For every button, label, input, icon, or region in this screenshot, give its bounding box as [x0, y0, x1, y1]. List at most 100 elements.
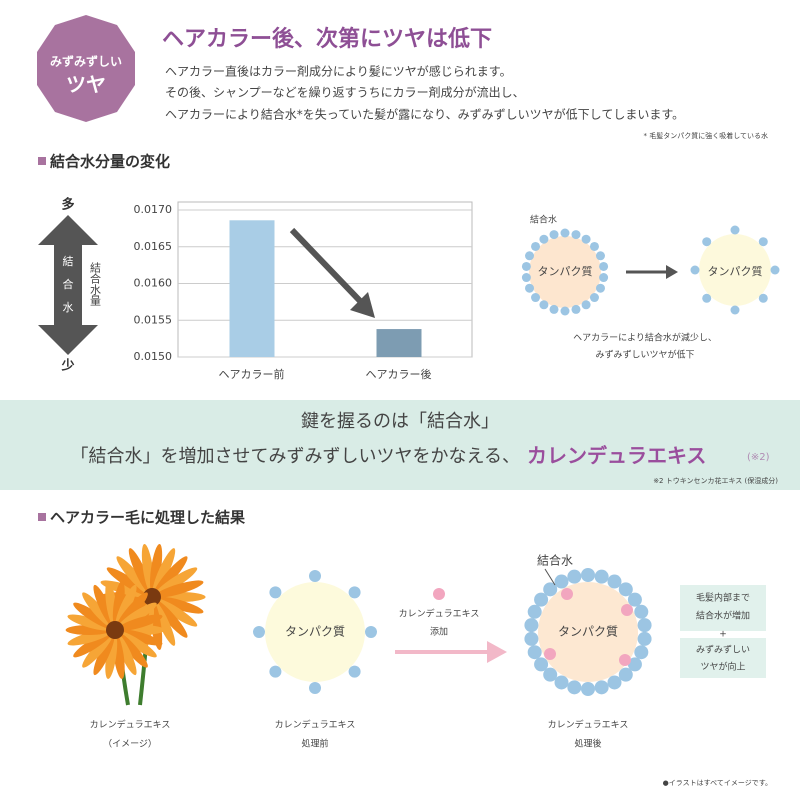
water-dot — [539, 234, 549, 244]
bar — [376, 329, 422, 357]
water-dot — [637, 631, 652, 646]
arrow-bottom: 少 — [60, 358, 74, 374]
caption: 処理後 — [574, 738, 601, 750]
intro-line: ヘアカラー直後はカラー剤成分により髪にツヤが感じられます。 — [165, 64, 512, 79]
badge — [37, 15, 135, 122]
water-dot — [549, 304, 559, 314]
water-dot — [581, 234, 591, 244]
petal — [152, 548, 176, 594]
petal — [105, 633, 118, 679]
water-dot — [524, 631, 539, 646]
petal — [154, 567, 198, 596]
caption: ヘアカラーにより結合水が減少し、 — [573, 332, 717, 344]
water-dot — [534, 657, 549, 672]
result-text: みずみずしい — [696, 645, 750, 656]
y-tick-label: 0.0155 — [134, 313, 173, 326]
flower-center — [143, 588, 161, 606]
section-heading: 結合水分量の変化 — [50, 153, 170, 171]
protein-label: タンパク質 — [558, 624, 618, 639]
banner-footnote: ※2 トウキンセンカ花エキス (保湿成分) — [653, 476, 778, 485]
water-dot — [269, 665, 282, 678]
water-dot — [758, 237, 768, 247]
water-dot — [770, 265, 780, 275]
water-dot — [534, 592, 549, 607]
trend-arrow-head — [350, 292, 375, 318]
extract-dot — [621, 604, 633, 616]
water-dot — [527, 645, 542, 660]
arrow-head — [487, 641, 507, 663]
diagram-loss — [521, 225, 780, 316]
water-label: 結合水 — [537, 553, 573, 568]
updown-arrow — [38, 215, 98, 355]
water-dot — [571, 304, 581, 314]
water-dot — [594, 680, 609, 695]
water-dot — [527, 604, 542, 619]
banner-highlight: カレンデュラエキス — [527, 444, 706, 468]
arrow-char: 水 — [63, 301, 74, 314]
water-dot — [524, 618, 539, 633]
intro-line: その後、シャンプーなどを繰り返すうちにカラー剤成分が流出し、 — [165, 85, 525, 100]
banner-line2: 「結合水」を増加させてみずみずしいツヤをかなえる、 — [71, 446, 520, 467]
petal — [155, 580, 204, 598]
water-dot — [702, 293, 712, 303]
plot-frame — [177, 201, 473, 358]
bar-chart: 0.0150 0.0155 0.0160 0.0165 0.0170 ヘアカラー前 ヘアカラ… — [134, 201, 473, 381]
flower-illustration — [65, 543, 206, 706]
x-tick-label: ヘアカラー後 — [366, 367, 432, 381]
y-tick-label: 0.0160 — [134, 277, 173, 290]
pointer — [544, 568, 556, 586]
petal — [155, 596, 204, 614]
water-dot — [595, 283, 605, 293]
section-heading: ヘアカラー毛に処理した結果 — [50, 509, 246, 527]
axis-label: 結合水量 — [89, 261, 102, 306]
water-dot — [581, 682, 595, 696]
water-dot — [607, 574, 622, 589]
trend-arrow — [289, 227, 365, 306]
water-dot — [599, 261, 609, 271]
water-dot — [595, 251, 605, 261]
water-dot — [581, 300, 591, 310]
water-dot — [594, 569, 609, 584]
water-dot — [637, 618, 652, 633]
water-dot — [567, 569, 582, 584]
petal — [112, 581, 125, 627]
result-text: 毛髪内部まで — [696, 592, 750, 604]
plus: + — [719, 630, 727, 640]
water-dot — [348, 586, 361, 599]
petal — [116, 556, 151, 595]
result-box — [680, 638, 766, 678]
bar — [229, 220, 275, 357]
water-dot — [589, 241, 599, 251]
petal — [153, 556, 188, 595]
petal — [93, 632, 115, 676]
water-dot — [571, 230, 581, 240]
extract-dot — [544, 648, 556, 660]
water-dot — [543, 667, 558, 682]
caption: みずみずしいツヤが低下 — [595, 349, 694, 361]
arrow-char: 結 — [63, 254, 74, 268]
water-dot — [309, 682, 321, 694]
heading-marker — [38, 513, 46, 521]
arrow-char: 合 — [63, 277, 74, 291]
banner — [0, 400, 800, 490]
x-tick-label: ヘアカラー前 — [219, 367, 285, 381]
protein — [265, 582, 365, 682]
water-dot — [618, 582, 633, 597]
title: ヘアカラー後、次第にツヤは低下 — [162, 26, 492, 52]
water-dot — [627, 657, 642, 672]
water-dot — [269, 586, 282, 599]
caption: カレンデュラエキス — [90, 719, 171, 731]
badge-line1: みずみずしい — [50, 54, 122, 69]
intro-line: ヘアカラーにより結合水*を失っていた髪が露になり、みずみずしいツヤが低下してしま… — [165, 107, 684, 122]
footnote: * 毛髪タンパク質に強く吸着している水 — [643, 131, 768, 140]
petal — [149, 543, 163, 594]
water-dot — [567, 680, 582, 695]
water-dot — [348, 665, 361, 678]
water-dot — [560, 306, 570, 316]
water-dot — [309, 570, 321, 582]
extract-dot — [619, 654, 631, 666]
arrow-label: 添加 — [430, 627, 448, 638]
y-tick-label: 0.0165 — [134, 240, 173, 253]
water-dot — [690, 265, 700, 275]
